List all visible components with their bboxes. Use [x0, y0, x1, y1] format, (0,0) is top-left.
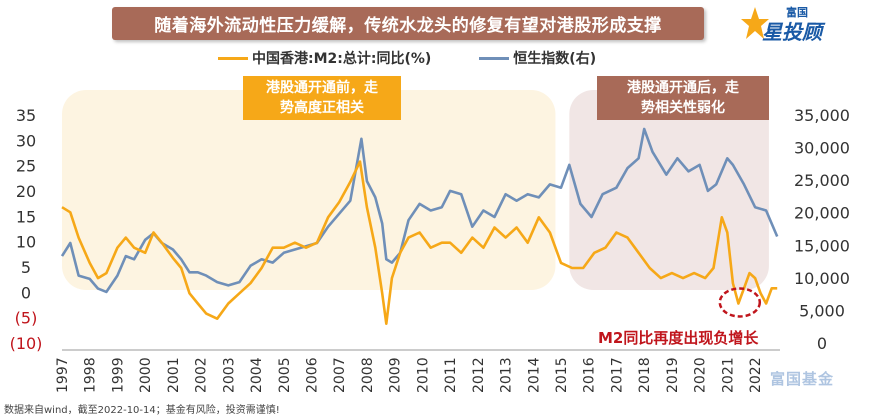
x-axis-tick-label: 2000 — [138, 357, 154, 393]
annotation-negative-growth: M2同比再度出现负增长 — [598, 329, 759, 347]
negative-growth-circle — [718, 287, 762, 318]
annotation-before-line2: 势高度正相关 — [280, 100, 364, 116]
footnote: 数据来自wind，截至2022-10-14；基金有风险，投资需谨慎! — [4, 405, 280, 416]
left-axis-tick-label: 25 — [16, 157, 36, 176]
x-axis-tick-label: 2008 — [360, 357, 376, 393]
left-axis-tick-label: (5) — [15, 309, 38, 328]
x-axis-tick-label: 1997 — [55, 357, 71, 393]
logo-big-text: 星投顾 — [762, 20, 822, 44]
x-axis-tick-label: 2022 — [748, 357, 764, 393]
legend-swatch-hsi — [479, 56, 510, 60]
left-axis-tick-label: 30 — [16, 131, 36, 150]
chart-legend: 中国香港:M2:总计:同比(%) 恒生指数(右) — [218, 47, 644, 69]
series-line-m2 — [61, 160, 778, 326]
x-axis-tick-label: 2011 — [443, 357, 459, 393]
x-axis-tick-label: 2006 — [304, 357, 320, 393]
left-axis-tick-label: 15 — [16, 207, 36, 226]
left-axis-tick-label: 10 — [16, 233, 36, 252]
x-axis-tick-label: 1998 — [83, 357, 99, 393]
x-axis-tick-label: 1999 — [110, 357, 126, 393]
shaded-region-before — [62, 90, 556, 290]
annotation-after-line2: 势相关性弱化 — [641, 100, 725, 116]
x-axis-tick-label: 2020 — [693, 357, 709, 393]
legend-label-m2: 中国香港:M2:总计:同比(%) — [252, 51, 432, 67]
right-axis-tick-label: 20,000 — [794, 204, 850, 223]
left-axis-tick-label: 5 — [21, 258, 31, 277]
x-axis-tick-label: 2014 — [526, 357, 542, 393]
brand-logo: 富国 星投顾 — [740, 2, 865, 46]
right-axis-tick-label: 10,000 — [794, 269, 850, 288]
watermark: 富国基金 — [770, 370, 835, 388]
right-axis-tick-label: 15,000 — [794, 236, 850, 255]
left-axis-tick-label: 20 — [16, 182, 36, 201]
legend-swatch-m2 — [218, 56, 248, 60]
left-axis-tick-label: 35 — [16, 106, 36, 125]
annotation-before-line1: 港股通开通前，走 — [266, 80, 378, 96]
left-axis-tick-label: 0 — [21, 283, 31, 302]
shaded-region-after — [569, 90, 769, 290]
logo-small-text: 富国 — [786, 6, 808, 19]
x-axis-tick-label: 2016 — [582, 357, 598, 393]
x-axis-tick-label: 2017 — [609, 357, 625, 393]
x-axis-tick-label: 2021 — [720, 357, 736, 393]
annotation-before-connect: 港股通开通前，走 势高度正相关 — [243, 76, 401, 120]
x-axis-tick-label: 2013 — [499, 357, 515, 393]
right-axis-tick-label: 0 — [817, 334, 827, 353]
annotation-after-line1: 港股通开通后，走 — [627, 80, 739, 96]
x-axis-tick-label: 2003 — [221, 357, 237, 393]
star-logo-icon — [741, 7, 769, 39]
right-axis-tick-label: 25,000 — [794, 171, 850, 190]
x-axis-tick-label: 2005 — [277, 357, 293, 393]
right-axis-tick-label: 30,000 — [794, 139, 850, 158]
x-axis-tick-label: 2010 — [415, 357, 431, 393]
right-axis-tick-label: 35,000 — [794, 106, 850, 125]
x-axis-tick-label: 2001 — [166, 357, 182, 393]
chart-title: 随着海外流动性压力缓解，传统水龙头的修复有望对港股形成支撑 — [112, 7, 704, 40]
x-axis-tick-label: 2009 — [388, 357, 404, 393]
legend-label-hsi: 恒生指数(右) — [513, 51, 597, 67]
x-axis-tick-label: 2015 — [554, 357, 570, 393]
right-axis-tick-label: 5,000 — [799, 301, 845, 320]
legend-item-m2: 中国香港:M2:总计:同比(%) — [218, 48, 431, 68]
x-axis-tick-label: 2019 — [665, 357, 681, 393]
x-axis-tick-label: 2004 — [249, 357, 265, 393]
x-axis-tick-label: 2012 — [471, 357, 487, 393]
x-axis-tick-label: 2018 — [637, 357, 653, 393]
left-axis-tick-label: (10) — [10, 334, 43, 353]
legend-item-hsi: 恒生指数(右) — [479, 48, 596, 68]
annotation-after-connect: 港股通开通后，走 势相关性弱化 — [597, 76, 769, 120]
x-axis-tick-label: 2002 — [194, 357, 210, 393]
x-axis-tick-label: 2007 — [332, 357, 348, 393]
